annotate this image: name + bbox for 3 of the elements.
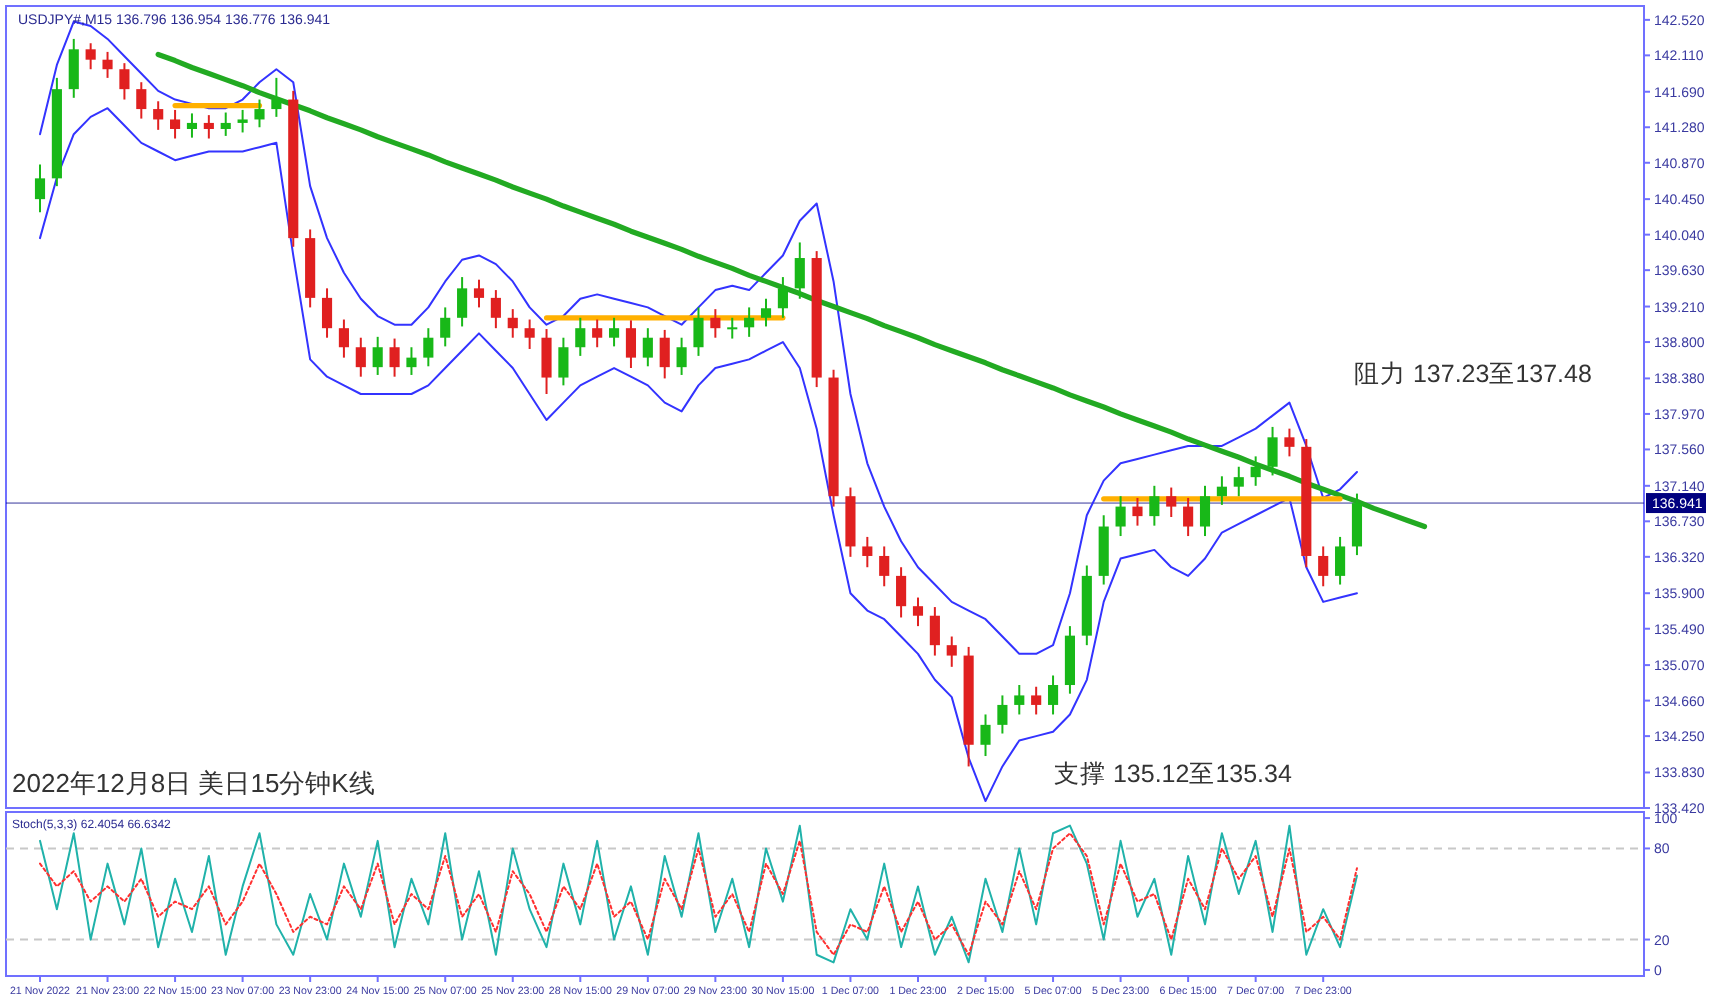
text: 2022年12月8日 美日15分钟K线 <box>12 768 375 798</box>
annotation: 支撑 135.12至135.34 <box>1054 760 1292 788</box>
annotation: 阻力 137.23至137.48 <box>1354 360 1592 388</box>
